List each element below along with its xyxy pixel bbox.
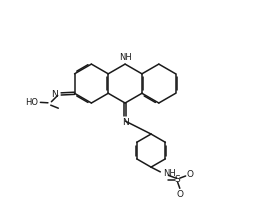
Text: NH: NH	[163, 169, 176, 178]
Text: S: S	[175, 175, 181, 184]
Text: N: N	[52, 90, 58, 99]
Text: NH: NH	[119, 53, 132, 62]
Text: N: N	[122, 118, 128, 127]
Text: O: O	[176, 190, 183, 199]
Text: O: O	[187, 170, 194, 179]
Text: HO: HO	[25, 98, 38, 107]
